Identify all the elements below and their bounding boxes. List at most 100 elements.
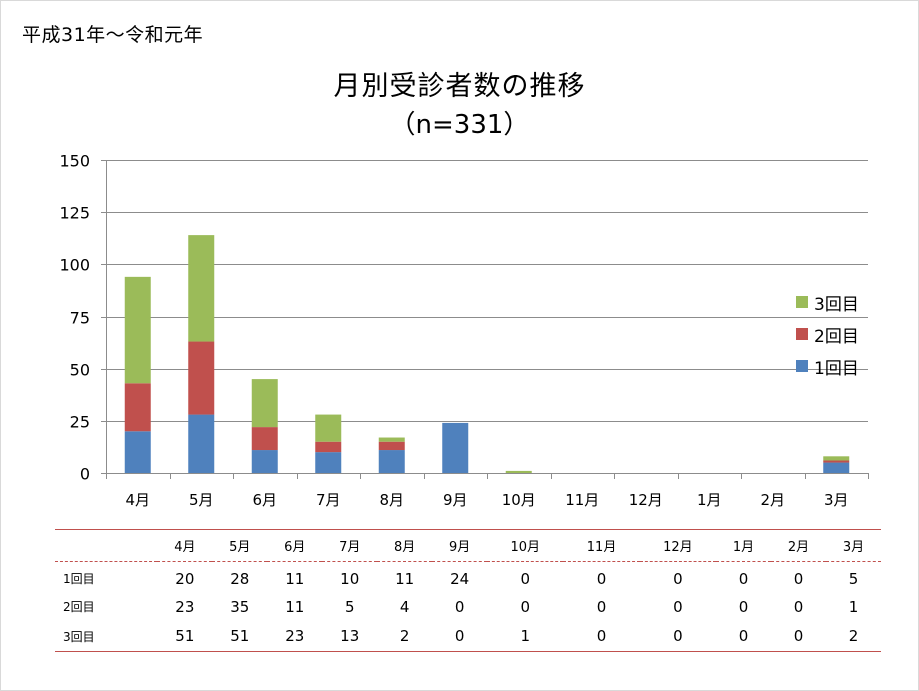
x-tick-label: 2月 [760,491,785,509]
x-tick-label: 10月 [502,491,536,509]
table-header-cell: 8月 [394,540,416,555]
table-row: 3回目 51 51 23 13 2 0 1 0 0 0 0 2 [55,622,881,652]
bar-segment [823,456,850,461]
y-tick-label: 0 [80,465,90,484]
table-cell: 23 [285,627,305,646]
x-tick-label: 12月 [629,491,663,509]
y-tick-label: 50 [70,361,90,380]
table-header-cell: 12月 [663,540,693,555]
bar-segment [124,383,151,432]
x-tick-label: 7月 [316,491,341,509]
legend-item: 2回目 [796,318,859,350]
table-cell: 0 [596,569,607,588]
table-header-cell: 6月 [284,540,306,555]
bar-segment [124,431,151,473]
y-tick-label: 125 [59,204,90,223]
table-row-label: 1回目 [63,572,95,587]
table-cell: 23 [175,597,195,616]
y-tick-label: 75 [70,309,90,328]
bar-segment [188,414,215,473]
table-header-cell: 4月 [174,540,196,555]
chart-title: 月別受診者数の推移 [333,71,586,102]
bar-segment [315,441,342,453]
table-cell: 0 [520,569,531,588]
table-header-cell: 9月 [448,540,471,555]
table-corner-cell [55,530,157,562]
table-header-cell: 1月 [732,540,755,555]
table-cell: 4 [399,597,410,616]
table-cell: 0 [793,569,804,588]
table-cell: 5 [848,569,859,588]
table-row-label: 2回目 [63,600,95,614]
x-tick-label: 9月 [443,491,468,509]
bar-segment [188,341,215,415]
legend-item: 1回目 [796,350,859,382]
table-body: 1回目 20 28 11 10 11 24 0 0 0 0 0 5 2回目 23 35 11 5 4 0 0 0 0 0 0 1 3… [55,562,881,652]
bar-segment [378,450,405,473]
table-cell: 0 [454,627,465,646]
table-header-row: 4月 5月 6月 7月 8月 9月 10月 11月 12月 1月 2月 3月 [55,529,881,562]
x-tick-label: 1月 [697,491,722,509]
legend-swatch [796,296,808,308]
table-cell: 20 [175,569,195,588]
table-header-cell: 3月 [842,540,865,555]
bar-segment [378,441,405,451]
table-cell: 0 [520,597,531,616]
table-cell: 0 [454,597,465,616]
bar-segment [251,427,278,451]
table-cell: 0 [738,569,749,588]
table-cell: 0 [793,597,804,616]
table-header-cell: 10月 [510,540,541,555]
table-cell: 0 [596,627,607,646]
bar-segment [251,379,278,428]
era-label: 平成31年～令和元年 [22,24,204,46]
x-tick-label: 6月 [252,491,277,509]
table-cell: 11 [285,569,305,588]
table-cell: 13 [340,627,360,646]
table-cell: 28 [230,569,250,588]
table-cell: 24 [450,569,470,588]
legend-item: 3回目 [796,286,859,318]
bar-segment [505,470,532,473]
table-cell: 0 [673,597,683,616]
table-row: 2回目 23 35 11 5 4 0 0 0 0 0 0 1 [55,592,881,622]
x-tick-label: 8月 [379,491,404,509]
table-cell: 1 [520,627,531,646]
table-row-label: 3回目 [63,629,95,644]
y-tick-label: 25 [70,413,90,432]
bar-segment [188,235,215,342]
chart-legend: 3回目 2回目 1回目 [796,286,859,382]
y-tick-label: 150 [59,152,90,171]
table-cell: 0 [673,627,683,646]
table-header-cell: 7月 [339,540,361,555]
table-cell: 11 [285,597,305,616]
stacked-bar-chart: 0 25 50 75 100 125 150 4月 5月 6月 7月 8月 9月 10月 11月 12月 1月 2… [59,152,869,509]
table-cell: 1 [848,597,859,616]
table-cell: 5 [344,597,355,616]
x-tick-label: 3月 [824,491,849,509]
table-row: 1回目 20 28 11 10 11 24 0 0 0 0 0 5 [55,562,881,592]
y-tick-label: 100 [59,256,90,275]
data-table: 4月 5月 6月 7月 8月 9月 10月 11月 12月 1月 2月 3月 1回目 20 28 11 10 1… [55,529,881,652]
table-cell: 10 [340,569,360,588]
chart-subtitle: （n=331） [389,110,530,140]
x-tick-label: 11月 [565,491,599,509]
bar-segment [251,450,278,473]
legend-swatch [796,360,808,372]
x-tick-label: 4月 [125,491,150,509]
bar-segment [442,422,469,473]
table-cell: 0 [673,569,683,588]
legend-swatch [796,328,808,340]
table-cell: 51 [175,627,195,646]
bar-segment [315,414,342,442]
legend-label: 2回目 [814,326,859,347]
bar-segment [124,276,151,384]
table-cell: 0 [596,597,607,616]
bar-segment [823,462,850,473]
table-cell: 0 [738,627,749,646]
bar-segment [823,460,850,463]
table-cell: 0 [793,627,804,646]
bar-segment [378,437,405,442]
table-cell: 35 [230,597,250,616]
bar-segment [315,452,342,473]
